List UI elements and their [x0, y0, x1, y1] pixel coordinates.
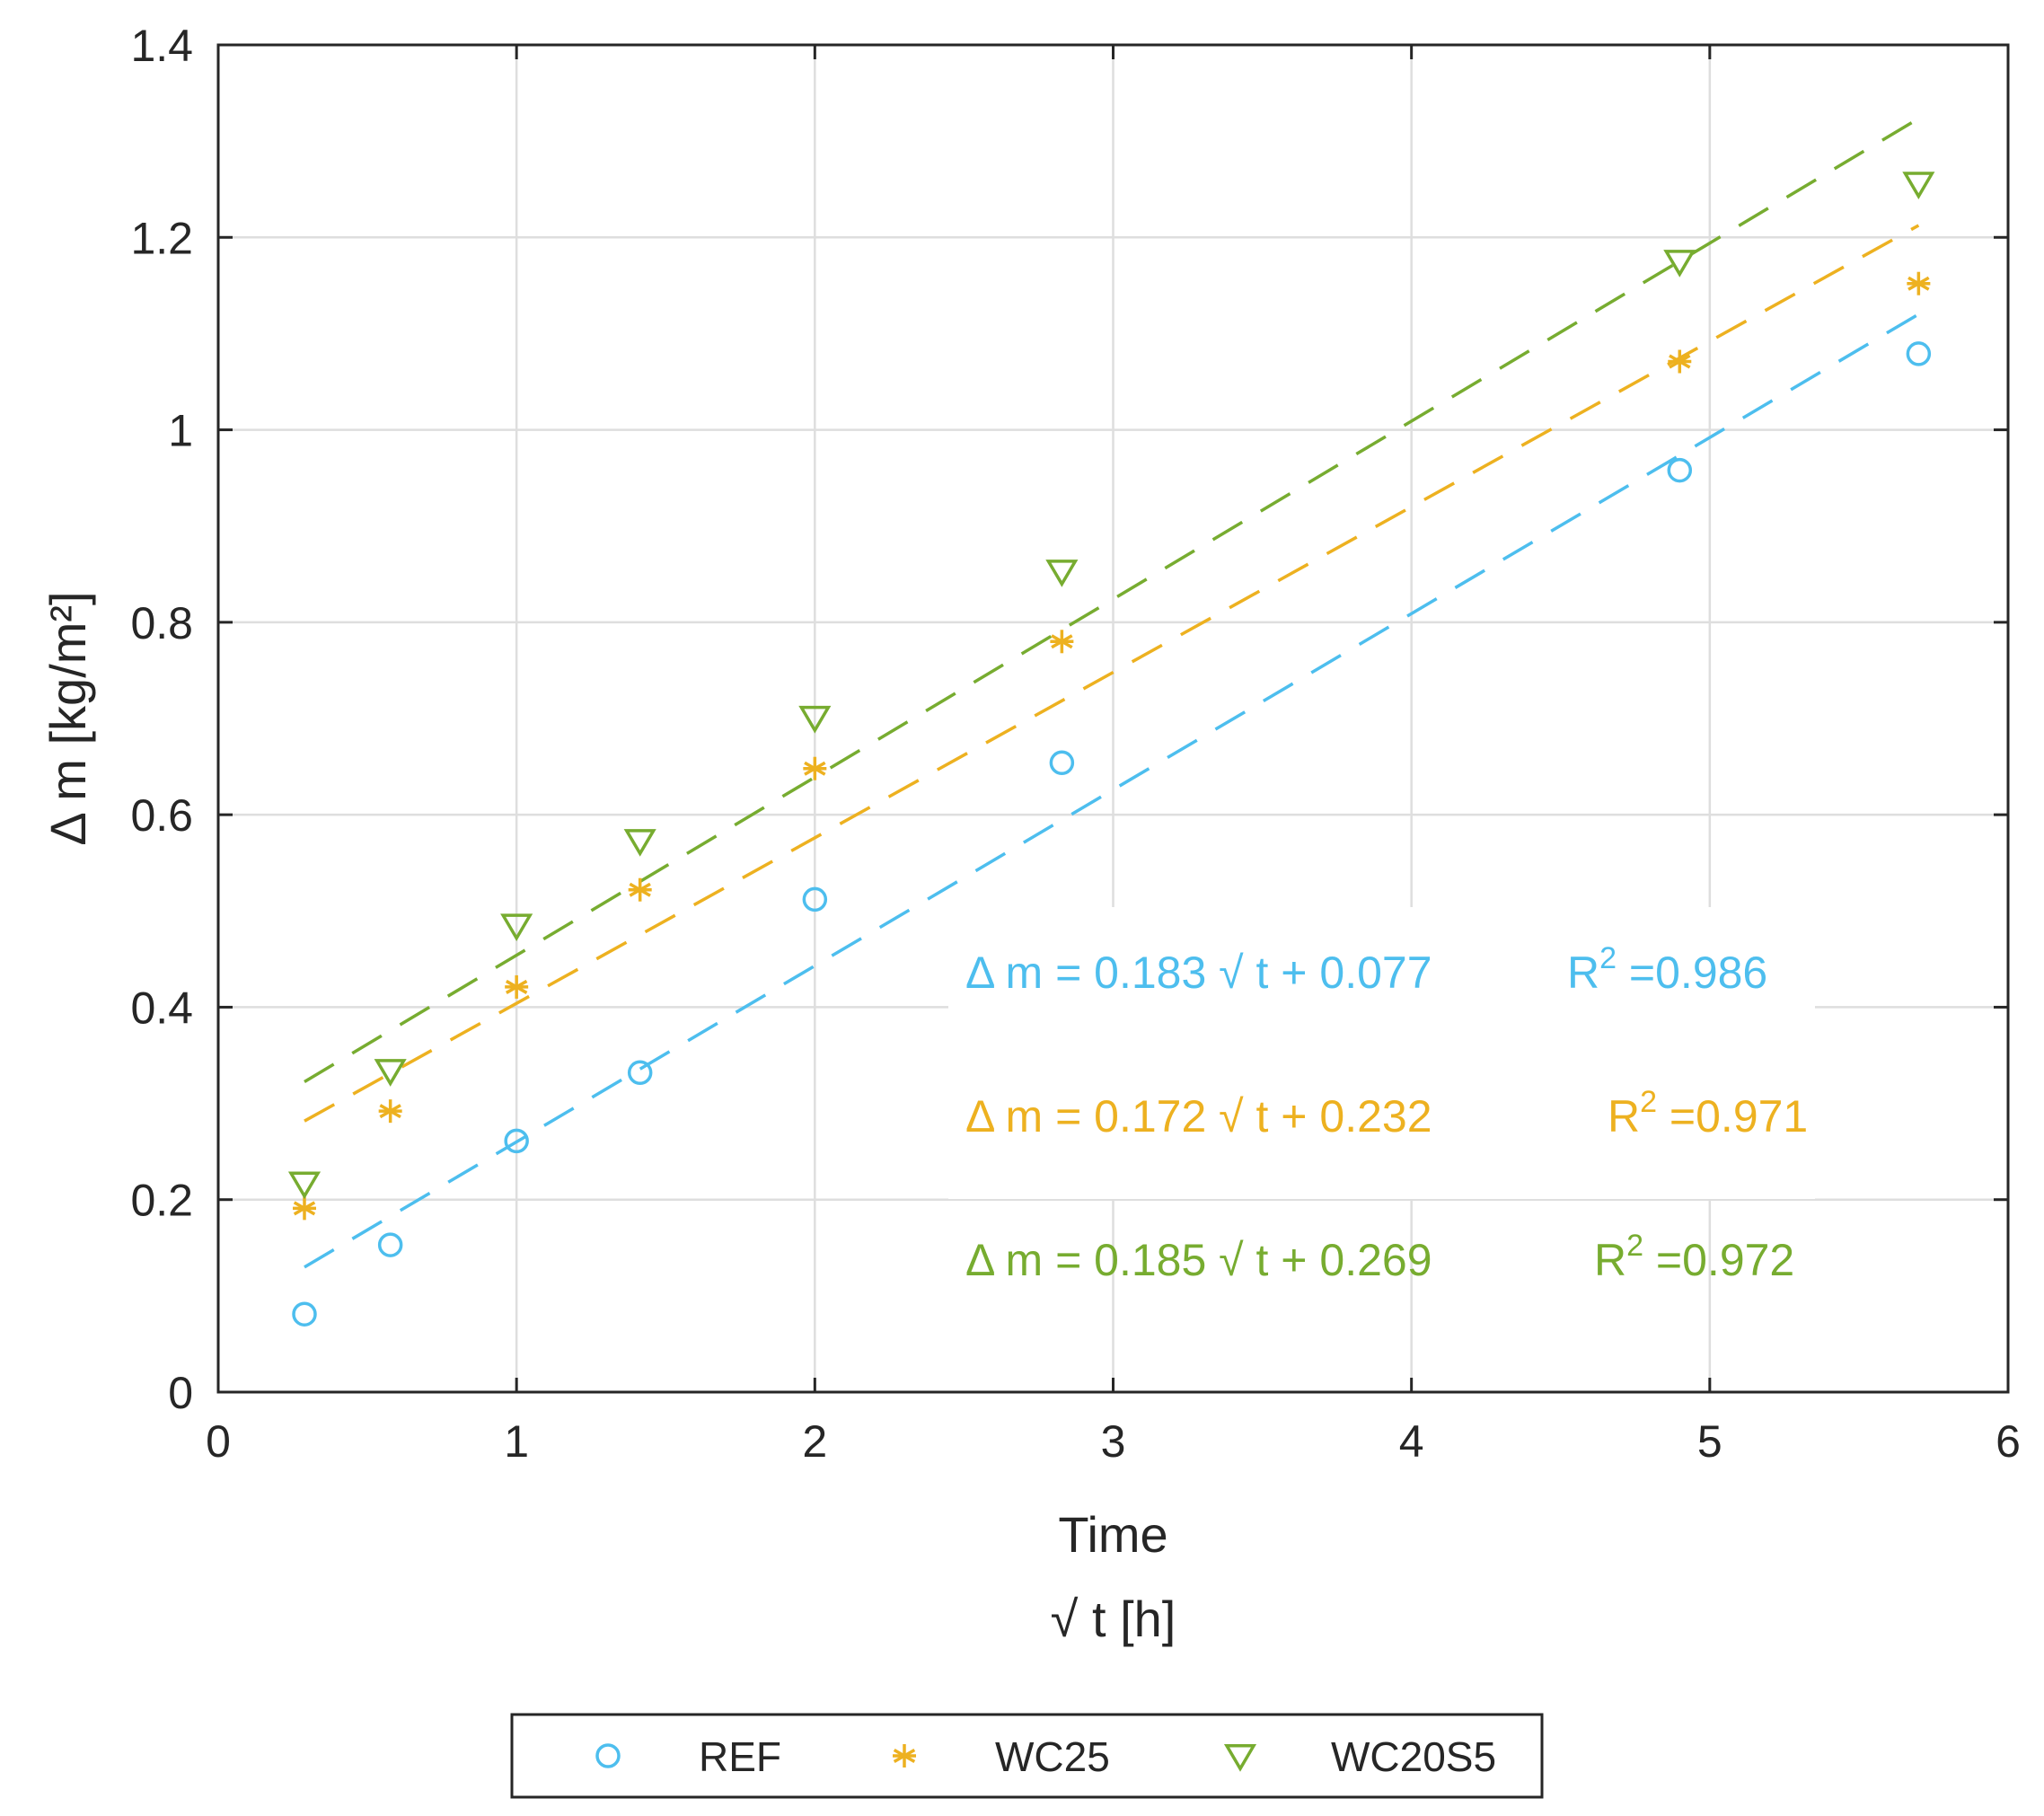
x-tick-label: 4 [1399, 1416, 1424, 1467]
x-tick-label: 1 [504, 1416, 529, 1467]
y-tick-label: 0.8 [130, 598, 193, 648]
legend-marker-wc25 [893, 1744, 916, 1768]
triangle-marker [374, 1059, 407, 1087]
fit-line-wc20s5 [304, 117, 1920, 1084]
data-point-wc20s5 [798, 705, 832, 734]
x-axis-label-units: √ t [h] [1051, 1591, 1176, 1647]
y-tick-label: 0.4 [130, 983, 193, 1033]
legend-label-wc20s5: WC20S5 [1331, 1733, 1496, 1780]
data-point-ref [1049, 750, 1075, 776]
legend-marker-wc20s5 [1223, 1744, 1257, 1772]
fit-line-wc25 [304, 224, 1920, 1123]
circle-marker [1667, 457, 1693, 483]
y-tick-label: 1 [168, 406, 193, 456]
x-tick-label: 3 [1101, 1416, 1126, 1467]
data-point-wc25 [505, 974, 529, 999]
fit-lines [304, 117, 1920, 1269]
legend-item-ref: REF [595, 1733, 781, 1780]
r-squared-ref: R2 =0.986 [1567, 941, 1767, 998]
circle-marker [1906, 341, 1932, 366]
data-point-ref [377, 1232, 403, 1257]
x-axis-label: Time [1058, 1506, 1167, 1563]
triangle-marker [623, 829, 656, 857]
data-point-wc25 [1668, 349, 1692, 374]
data-point-ref [802, 886, 828, 912]
y-tick-label: 1.4 [130, 21, 193, 71]
fit-equation-ref: Δ m = 0.183 √ t + 0.077 [965, 948, 1432, 998]
circle-marker [802, 886, 828, 912]
annotation-background [948, 907, 1815, 1199]
legend-item-wc20s5: WC20S5 [1223, 1733, 1496, 1780]
data-point-ref [1906, 341, 1932, 366]
data-point-ref [1667, 457, 1693, 483]
triangle-marker [1223, 1744, 1257, 1772]
grid-lines [218, 45, 2008, 1392]
r-squared-superscript: 2 [1626, 1229, 1643, 1263]
r-squared-wc25: R2 =0.971 [1608, 1085, 1808, 1142]
y-axis-label: Δ m [kg/m²] [40, 591, 96, 845]
legend-marker-ref [595, 1743, 621, 1768]
legend: REF WC25 WC20S5 [510, 1713, 1544, 1799]
data-point-wc25 [803, 756, 827, 780]
circle-marker [1049, 750, 1075, 776]
triangle-marker [1902, 172, 1935, 199]
data-point-wc25 [378, 1099, 402, 1124]
legend-label-wc25: WC25 [995, 1733, 1110, 1780]
circle-marker [595, 1743, 621, 1768]
legend-box [510, 1713, 1544, 1799]
y-tick-label: 0.6 [130, 790, 193, 841]
r-squared-value: =0.986 [1617, 948, 1767, 998]
circle-marker [292, 1301, 317, 1327]
data-points [287, 172, 1935, 1327]
x-tick-label: 0 [206, 1416, 231, 1467]
data-point-wc20s5 [500, 913, 533, 942]
r-squared-superscript: 2 [1599, 941, 1617, 975]
data-point-ref [292, 1301, 317, 1327]
data-point-wc20s5 [1902, 172, 1935, 199]
triangle-marker [287, 1171, 322, 1200]
data-point-wc20s5 [1663, 250, 1696, 278]
r-squared-superscript: 2 [1640, 1085, 1657, 1119]
r-squared-value: =0.972 [1643, 1235, 1794, 1285]
r-squared-value: =0.971 [1657, 1091, 1808, 1142]
triangle-marker [1663, 250, 1696, 278]
data-point-wc20s5 [623, 829, 656, 857]
r-squared-letter: R [1567, 948, 1599, 998]
y-tick-label: 0 [168, 1368, 193, 1418]
y-tick-label: 0.2 [130, 1176, 193, 1226]
data-point-wc25 [1050, 630, 1074, 654]
axis-labels: Time √ t [h] Δ m [kg/m²] [40, 591, 1176, 1647]
data-point-wc20s5 [374, 1059, 407, 1087]
data-point-wc25 [628, 877, 652, 902]
legend-item-wc25: WC25 [893, 1733, 1110, 1780]
circle-marker [377, 1232, 403, 1257]
fit-equation-wc20s5: Δ m = 0.185 √ t + 0.269 [965, 1235, 1432, 1285]
x-tick-label: 2 [802, 1416, 827, 1467]
x-tick-label: 5 [1697, 1416, 1722, 1467]
data-point-wc20s5 [287, 1171, 322, 1200]
circle-marker [627, 1060, 653, 1086]
y-tick-label: 1.2 [130, 213, 193, 263]
axis-ticks: 0 1 2 3 4 5 6 0 0.2 0.4 0.6 0.8 1 1.2 1.4 [130, 21, 2020, 1467]
data-point-ref [504, 1128, 529, 1154]
data-point-wc25 [1907, 271, 1931, 295]
fit-line-ref [304, 313, 1920, 1269]
r-squared-letter: R [1594, 1235, 1626, 1285]
fit-equation-wc25: Δ m = 0.172 √ t + 0.232 [965, 1091, 1432, 1142]
legend-label-ref: REF [699, 1733, 781, 1780]
triangle-marker [500, 913, 533, 942]
triangle-marker [798, 705, 832, 734]
data-point-wc25 [292, 1196, 316, 1221]
data-point-wc20s5 [1045, 560, 1079, 587]
data-point-ref [627, 1060, 653, 1086]
circle-marker [504, 1128, 529, 1154]
r-squared-wc20s5: R2 =0.972 [1594, 1229, 1794, 1285]
triangle-marker [1045, 560, 1079, 587]
r-squared-letter: R [1608, 1091, 1640, 1142]
x-tick-label: 6 [1996, 1416, 2021, 1467]
